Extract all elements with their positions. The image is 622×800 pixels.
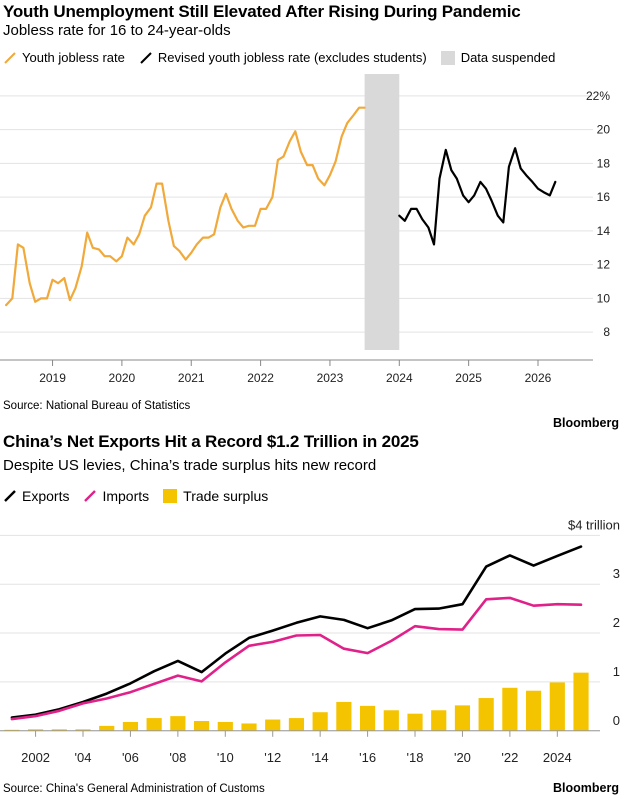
legend-item-imports: Imports bbox=[83, 488, 149, 504]
bar-trade-surplus bbox=[146, 718, 162, 731]
x-tick-label: 2026 bbox=[525, 371, 552, 385]
y-tick-label: 16 bbox=[597, 190, 611, 204]
x-tick-label: '12 bbox=[264, 750, 281, 765]
data-suspended-band bbox=[364, 74, 400, 350]
legend-swatch-exports bbox=[4, 490, 16, 502]
x-tick-label: '14 bbox=[312, 750, 329, 765]
series-line-imports bbox=[10, 596, 583, 721]
x-tick-label: 2020 bbox=[109, 371, 136, 385]
bar-trade-surplus bbox=[99, 725, 115, 731]
legend-label-data-suspended: Data suspended bbox=[460, 50, 556, 65]
bar-trade-surplus bbox=[193, 721, 210, 731]
y-tick-label: 10 bbox=[597, 291, 611, 305]
chart2-legend: Exports Imports Trade surplus bbox=[3, 488, 282, 504]
x-tick-label: 2025 bbox=[455, 371, 482, 385]
bar-trade-surplus bbox=[312, 712, 328, 731]
x-tick-label: 2024 bbox=[386, 371, 413, 385]
legend-label-trade-surplus: Trade surplus bbox=[183, 488, 269, 504]
chart2-subtitle: Despite US levies, China’s trade surplus… bbox=[3, 457, 377, 474]
chart1-plot: 8 10 12 14 16 18 20 22% 2019 2020 2021 2022 2023 2024… bbox=[0, 74, 611, 385]
bar-trade-surplus bbox=[407, 713, 423, 731]
x-tick-label: '08 bbox=[169, 750, 186, 765]
x-tick-label: '04 bbox=[75, 750, 92, 765]
chart2-title: China’s Net Exports Hit a Record $1.2 Tr… bbox=[3, 432, 419, 451]
legend-swatch-youth-jobless-rate bbox=[4, 51, 16, 64]
bar-trade-surplus bbox=[170, 716, 186, 731]
x-tick-label: 2024 bbox=[543, 750, 572, 765]
legend-swatch-revised-youth-jobless-rate bbox=[140, 51, 152, 64]
legend-swatch-imports bbox=[84, 490, 97, 502]
chart1-source: Source: National Bureau of Statistics bbox=[3, 400, 191, 412]
bar-trade-surplus bbox=[75, 729, 91, 731]
series-line-youth-jobless-rate bbox=[4, 106, 366, 307]
bar-trade-surplus bbox=[265, 719, 281, 731]
bar-trade-surplus bbox=[573, 672, 589, 731]
y-tick-label: 22% bbox=[586, 89, 610, 103]
x-tick-label: '10 bbox=[217, 750, 234, 765]
y-tick-label: 8 bbox=[603, 325, 610, 339]
x-tick-label: '18 bbox=[407, 750, 424, 765]
legend-item-youth-jobless-rate: Youth jobless rate bbox=[3, 50, 125, 65]
x-tick-label: '16 bbox=[359, 750, 376, 765]
bar-trade-surplus bbox=[549, 682, 565, 731]
x-tick-label: 2019 bbox=[39, 371, 66, 385]
y-tick-label: 0 bbox=[613, 713, 620, 728]
bar-trade-surplus bbox=[122, 721, 139, 731]
chart1-brand-logo: Bloomberg bbox=[553, 416, 619, 430]
bar-trade-surplus bbox=[431, 710, 447, 731]
legend-swatch-trade-surplus bbox=[163, 489, 178, 503]
x-tick-label: 2022 bbox=[247, 371, 274, 385]
bar-trade-surplus bbox=[478, 698, 494, 731]
x-tick-label: '22 bbox=[501, 750, 518, 765]
chart1-legend: Youth jobless rate Revised youth jobless… bbox=[3, 50, 569, 65]
y-tick-label: 1 bbox=[613, 664, 620, 679]
y-tick-label: 18 bbox=[597, 156, 611, 170]
legend-item-exports: Exports bbox=[3, 488, 69, 504]
bar-trade-surplus bbox=[526, 690, 542, 731]
legend-item-trade-surplus: Trade surplus bbox=[163, 488, 268, 504]
bar-trade-surplus bbox=[383, 710, 399, 731]
chart2-brand-logo: Bloomberg bbox=[553, 781, 619, 795]
bar-trade-surplus bbox=[27, 729, 44, 731]
x-tick-label: 2002 bbox=[21, 750, 50, 765]
legend-label-exports: Exports bbox=[22, 488, 70, 504]
y-tick-label: 3 bbox=[613, 566, 620, 581]
legend-label-revised-youth-jobless-rate: Revised youth jobless rate (excludes stu… bbox=[157, 50, 427, 65]
chart1-subtitle: Jobless rate for 16 to 24-year-olds bbox=[3, 22, 231, 39]
y-tick-label: $4 trillion bbox=[568, 517, 620, 532]
bar-trade-surplus bbox=[336, 701, 352, 731]
bar-trade-surplus bbox=[51, 729, 67, 731]
bar-trade-surplus bbox=[288, 718, 305, 731]
legend-label-youth-jobless-rate: Youth jobless rate bbox=[22, 50, 125, 65]
legend-item-data-suspended: Data suspended bbox=[440, 50, 556, 65]
series-line-exports bbox=[10, 545, 583, 719]
chart2-source: Source: China's General Administration o… bbox=[3, 783, 265, 795]
y-tick-label: 12 bbox=[597, 258, 611, 272]
y-tick-label: 20 bbox=[597, 123, 611, 137]
legend-swatch-data-suspended bbox=[440, 50, 455, 65]
x-tick-label: 2021 bbox=[178, 371, 205, 385]
x-tick-label: '20 bbox=[454, 750, 471, 765]
bar-trade-surplus bbox=[454, 705, 471, 731]
bar-trade-surplus bbox=[217, 721, 233, 731]
bar-trade-surplus bbox=[241, 723, 257, 731]
y-tick-label: 2 bbox=[613, 615, 620, 630]
legend-label-imports: Imports bbox=[102, 488, 150, 504]
x-tick-label: '06 bbox=[122, 750, 139, 765]
bar-trade-surplus bbox=[360, 705, 376, 731]
legend-item-revised-youth-jobless-rate: Revised youth jobless rate (excludes stu… bbox=[139, 50, 427, 65]
series-line-revised-youth-jobless-rate bbox=[398, 147, 557, 246]
bar-trade-surplus bbox=[502, 687, 518, 731]
y-tick-label: 14 bbox=[597, 224, 611, 238]
x-tick-label: 2023 bbox=[317, 371, 344, 385]
chart1-title: Youth Unemployment Still Elevated After … bbox=[3, 2, 521, 21]
